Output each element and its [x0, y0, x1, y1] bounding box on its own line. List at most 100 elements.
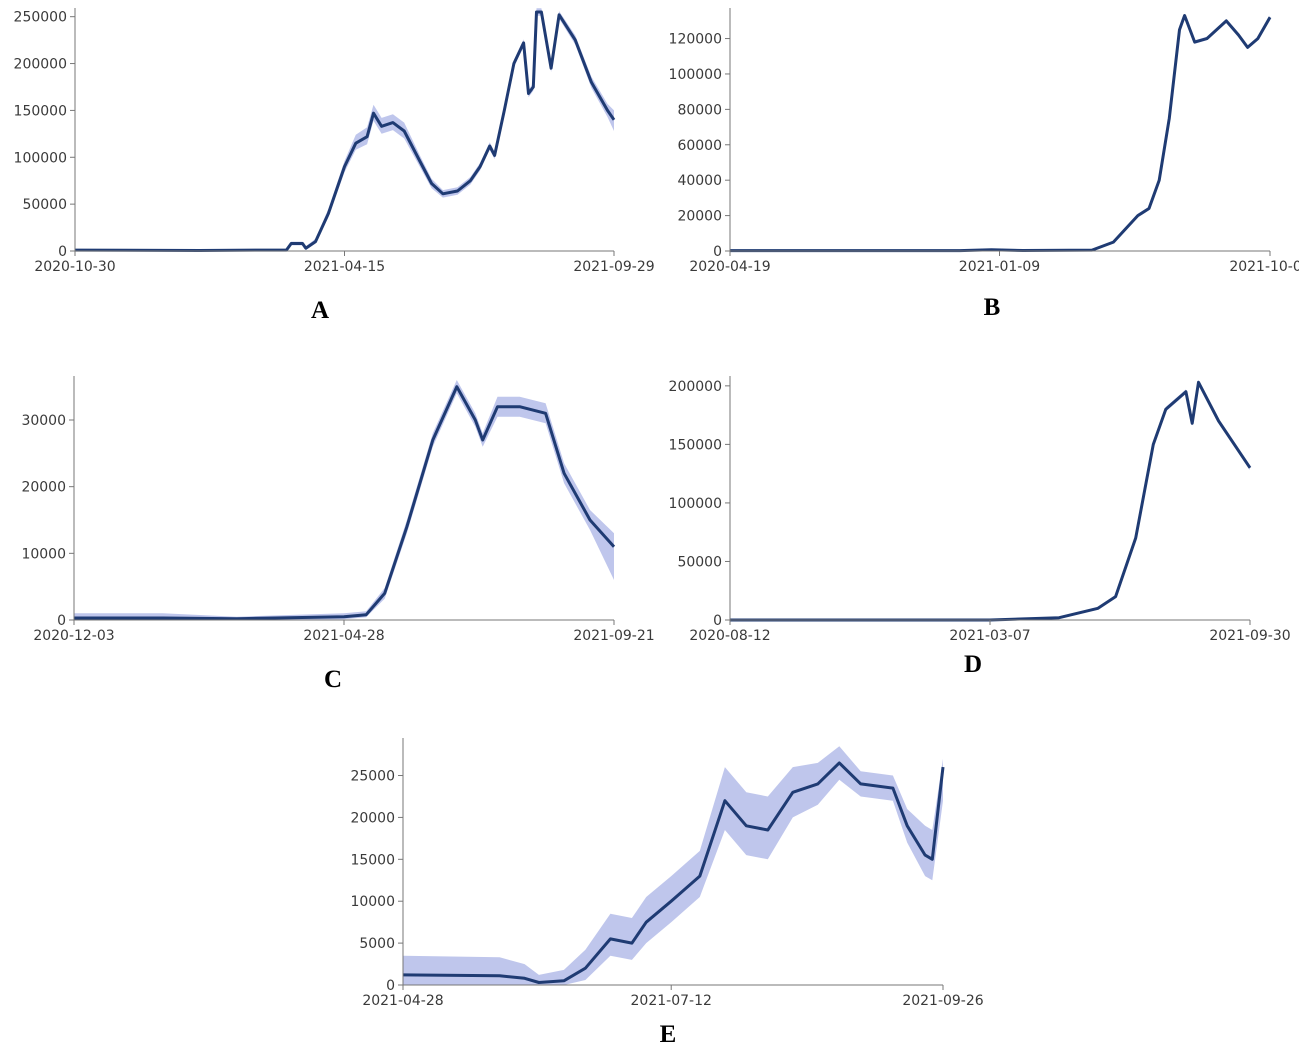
x-tick: 2021-01-09: [959, 251, 1040, 275]
panel-a: 0 50000 100000 150000 200000 250000 2020-10-30…: [14, 8, 655, 324]
y-tick: 0: [57, 613, 74, 629]
x-tick: 2021-09-30: [1209, 620, 1291, 644]
x-tick: 2020-12-03: [33, 620, 115, 644]
y-tick-label: 20000: [21, 480, 66, 496]
panel-label: C: [324, 666, 342, 693]
confidence-band: [730, 380, 1250, 620]
y-tick: 15000: [350, 852, 403, 868]
y-tick-label: 20000: [350, 810, 395, 826]
x-tick-label: 2021-03-07: [949, 628, 1030, 644]
y-tick: 200000: [14, 57, 75, 73]
y-tick: 30000: [21, 413, 74, 429]
x-tick: 2021-04-28: [362, 985, 444, 1009]
y-tick-label: 100000: [669, 496, 722, 512]
x-tick-label: 2020-08-12: [689, 628, 770, 644]
y-tick-label: 120000: [669, 32, 722, 48]
series-line: [402, 761, 945, 984]
y-tick-label: 100000: [14, 150, 67, 166]
x-tick: 2021-09-29: [573, 251, 655, 275]
y-tick: 20000: [350, 810, 403, 826]
x-tick-label: 2021-04-28: [303, 628, 384, 644]
x-tick-label: 2020-12-03: [33, 628, 114, 644]
y-tick-label: 50000: [677, 554, 722, 570]
y-tick-label: 0: [386, 978, 395, 994]
y-tick: 50000: [677, 554, 730, 570]
confidence-band: [403, 746, 943, 985]
y-tick: 20000: [677, 209, 730, 225]
y-tick: 0: [713, 244, 730, 260]
y-tick-label: 150000: [14, 103, 67, 119]
x-tick: 2021-09-26: [902, 985, 984, 1009]
y-tick-label: 20000: [677, 209, 722, 225]
panel-label: E: [660, 1021, 677, 1048]
y-tick-label: 60000: [677, 138, 722, 154]
y-tick: 200000: [669, 379, 730, 395]
y-tick: 0: [713, 613, 730, 629]
x-tick: 2021-07-12: [631, 985, 712, 1009]
confidence-band: [730, 13, 1270, 251]
y-tick-label: 25000: [350, 769, 395, 785]
x-tick-label: 2021-09-29: [573, 259, 654, 275]
x-tick: 2020-10-30: [34, 251, 116, 275]
y-tick: 80000: [677, 102, 730, 118]
y-tick: 25000: [350, 769, 403, 785]
y-tick: 250000: [14, 10, 75, 26]
y-tick: 5000: [359, 936, 403, 952]
y-tick: 50000: [22, 197, 75, 213]
y-tick: 0: [386, 978, 403, 994]
y-tick-label: 30000: [21, 413, 66, 429]
panel-e: 0 5000 10000 15000 20000 25000 2021-04-28 2021-…: [350, 738, 984, 1048]
y-tick-label: 0: [58, 244, 67, 260]
series-line: [74, 10, 616, 252]
y-tick-label: 15000: [350, 852, 395, 868]
y-tick: 10000: [350, 894, 403, 910]
y-tick-label: 200000: [669, 379, 722, 395]
x-tick-label: 2021-09-21: [573, 628, 654, 644]
y-tick-label: 0: [713, 613, 722, 629]
y-tick-label: 10000: [350, 894, 395, 910]
panel-label: D: [964, 651, 982, 678]
y-tick-label: 5000: [359, 936, 395, 952]
y-tick: 60000: [677, 138, 730, 154]
y-tick-label: 40000: [677, 173, 722, 189]
x-tick-label: 2020-10-30: [34, 259, 115, 275]
y-tick-label: 250000: [14, 10, 67, 26]
y-tick: 20000: [21, 480, 74, 496]
y-tick: 100000: [14, 150, 75, 166]
y-tick: 10000: [21, 546, 74, 562]
y-tick-label: 150000: [669, 437, 722, 453]
y-tick-label: 10000: [21, 546, 66, 562]
panel-b: 0 20000 40000 60000 80000 100000 120000 2020-04…: [669, 8, 1299, 321]
x-tick: 2020-04-19: [689, 251, 771, 275]
x-tick-label: 2021-07-12: [631, 993, 712, 1009]
y-tick: 100000: [669, 496, 730, 512]
x-tick: 2021-03-07: [949, 620, 1031, 644]
panel-label: B: [984, 294, 1001, 321]
y-tick-label: 0: [57, 613, 66, 629]
x-tick-label: 2021-10-02: [1229, 259, 1299, 275]
y-tick-label: 50000: [22, 197, 67, 213]
x-tick-label: 2020-04-19: [689, 259, 770, 275]
y-tick: 40000: [677, 173, 730, 189]
x-tick-label: 2021-09-30: [1209, 628, 1290, 644]
panel-label: A: [311, 297, 329, 324]
x-tick: 2020-08-12: [689, 620, 771, 644]
x-tick-label: 2021-09-26: [902, 993, 983, 1009]
x-tick: 2021-10-02: [1229, 251, 1299, 275]
panel-d: 0 50000 100000 150000 200000 2020-08-12 2021-0…: [669, 376, 1291, 678]
y-tick-label: 0: [713, 244, 722, 260]
confidence-band: [74, 380, 614, 620]
y-tick: 120000: [669, 32, 730, 48]
series-line: [74, 385, 616, 621]
series-line: [730, 14, 1272, 253]
y-tick: 0: [58, 244, 75, 260]
y-tick-label: 200000: [14, 57, 67, 73]
x-tick-label: 2021-04-15: [304, 259, 385, 275]
x-tick-label: 2021-04-28: [362, 993, 443, 1009]
y-tick: 150000: [669, 437, 730, 453]
x-tick: 2021-04-28: [303, 620, 385, 644]
x-tick: 2021-04-15: [304, 251, 385, 275]
x-tick-label: 2021-01-09: [959, 259, 1040, 275]
y-tick: 100000: [669, 67, 730, 83]
